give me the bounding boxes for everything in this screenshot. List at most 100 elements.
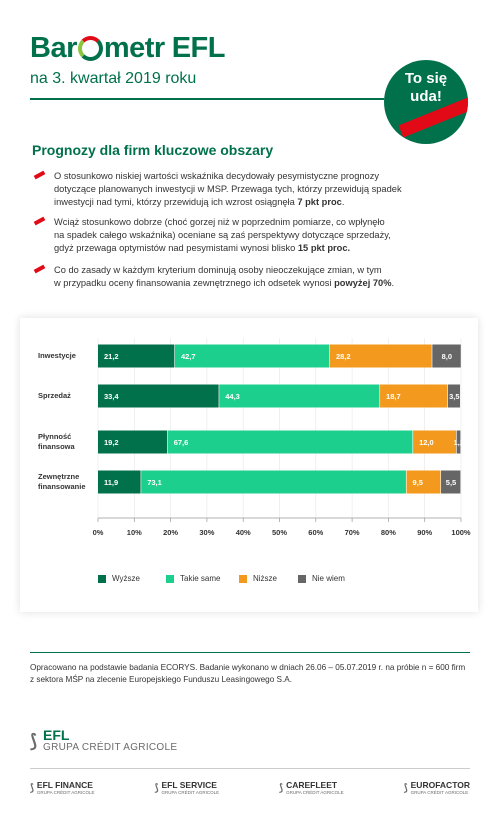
bar-value-label: 19,2 xyxy=(104,438,119,447)
bar-segment xyxy=(413,430,457,454)
bullet-text: O stosunkowo niskiej wartości wskaźnika … xyxy=(54,170,474,209)
bullet-text: Co do zasady w każdym kryterium dominują… xyxy=(54,264,474,290)
bullet-item: Wciąż stosunkowo dobrze (choć gorzej niż… xyxy=(33,216,474,255)
bar-segment xyxy=(329,344,432,368)
legend-item: Nie wiem xyxy=(298,574,345,583)
x-tick-label: 90% xyxy=(417,528,432,537)
legend-swatch xyxy=(166,574,174,583)
legend-label: Takie same xyxy=(180,574,221,583)
category-label: Inwestycje xyxy=(38,351,76,361)
bullet-line: gdyż przewaga optymistów nad pesymistami… xyxy=(54,243,298,253)
bar-segment xyxy=(174,344,330,368)
bar-segment xyxy=(406,470,441,494)
x-tick-label: 60% xyxy=(308,528,323,537)
legend-item: Wyższe xyxy=(98,574,140,583)
logo-text-bar: Bar xyxy=(30,32,77,64)
section-title: Prognozy dla firm kluczowe obszary xyxy=(32,142,274,158)
credit-agricole-icon: ⟆ xyxy=(30,783,34,794)
legend-swatch xyxy=(239,574,247,583)
bullet-line-end: . xyxy=(391,278,395,288)
bar-segment xyxy=(380,384,448,408)
bullet-item: Co do zasady w każdym kryterium dominują… xyxy=(33,264,474,290)
bar-value-label: 18,7 xyxy=(386,392,401,401)
bar-value-label: 9,5 xyxy=(413,478,423,487)
x-tick-label: 70% xyxy=(345,528,360,537)
bullet-line-end: . xyxy=(341,197,345,207)
bar-value-label: 33,4 xyxy=(104,392,119,401)
bar-value-label: 28,2 xyxy=(336,352,351,361)
x-tick-label: 0% xyxy=(93,528,104,537)
header-divider xyxy=(30,98,384,100)
legend-item: Takie same xyxy=(166,574,220,583)
bullet-line: na spadek całego wskaźnika) oceniane są … xyxy=(54,230,391,240)
bullet-line: w przypadku oceny finansowania zewnętrzn… xyxy=(54,278,335,288)
category-label: Zewnętrzne finansowanie xyxy=(38,472,86,492)
bar-segment xyxy=(167,430,413,454)
badge-line-1: To się xyxy=(404,70,448,87)
x-tick-label: 80% xyxy=(381,528,396,537)
x-tick-label: 20% xyxy=(163,528,178,537)
brand-group: GRUPA CRÉDIT AGRICOLE xyxy=(43,742,178,753)
legend-swatch xyxy=(298,574,306,583)
sub-brand-row: ⟆ EFL FINANCE GRUPA CRÉDIT AGRICOLE ⟆ EFL SE… xyxy=(30,781,470,796)
credit-agricole-icon: ⟆ xyxy=(403,783,408,794)
logo-text-metr: metr xyxy=(103,32,165,64)
bar-segment xyxy=(456,430,461,454)
sub-brand-group: GRUPA CRÉDIT AGRICOLE xyxy=(410,790,469,795)
footer-note: Opracowano na podstawie badania ECORYS. … xyxy=(30,663,466,684)
category-label-line: Płynność xyxy=(38,432,72,441)
badge-line-2: uda! xyxy=(410,88,442,105)
legend-swatch xyxy=(98,574,106,583)
sub-brand-group: GRUPA CRÉDIT AGRICOLE xyxy=(161,790,220,795)
bar-segment xyxy=(447,384,461,408)
legend-label: Niższe xyxy=(253,574,278,583)
bar-value-label: 73,1 xyxy=(147,478,162,487)
sub-brand-logo: ⟆ EFL FINANCE GRUPA CRÉDIT AGRICOLE xyxy=(30,781,95,796)
efl-group-logo: ⟆ EFL GRUPA CRÉDIT AGRICOLE xyxy=(30,728,177,754)
category-label-line: Sprzedaż xyxy=(38,391,71,400)
bar-segment xyxy=(141,470,406,494)
sub-brand-name: EUROFACTOR xyxy=(410,780,470,790)
sub-brand-logo: ⟆ EFL SERVICE GRUPA CRÉDIT AGRICOLE xyxy=(155,781,220,796)
credit-agricole-icon: ⟆ xyxy=(30,730,38,751)
bar-value-label: 42,7 xyxy=(181,352,196,361)
category-label-line: finansowanie xyxy=(38,482,86,491)
category-label-line: finansowa xyxy=(38,442,75,451)
sub-brand-group: GRUPA CRÉDIT AGRICOLE xyxy=(36,790,95,795)
category-label: Płynność finansowa xyxy=(38,432,75,452)
bar-segment xyxy=(219,384,380,408)
bar-segment xyxy=(98,470,141,494)
barometr-logo: Bar metr EFL xyxy=(30,32,226,65)
bullet-line: O stosunkowo niskiej wartości wskaźnika … xyxy=(54,171,380,181)
x-tick-label: 10% xyxy=(127,528,142,537)
sub-brand-logo: ⟆ CAREFLEET GRUPA CRÉDIT AGRICOLE xyxy=(279,781,344,796)
bullet-emphasis: 15 pkt proc. xyxy=(297,243,351,253)
bar-segment xyxy=(441,470,461,494)
category-label-line: Inwestycje xyxy=(38,351,76,360)
bar-value-label: 67,6 xyxy=(174,438,189,447)
sub-brand-name: EFL FINANCE xyxy=(36,780,93,790)
bar-value-label: 5,5 xyxy=(446,478,456,487)
category-label-line: Zewnętrzne xyxy=(38,472,80,481)
credit-agricole-icon: ⟆ xyxy=(154,783,159,794)
legend-label: Wyższe xyxy=(112,574,140,583)
logo-text-efl: EFL xyxy=(171,32,226,64)
x-tick-label: 100% xyxy=(451,528,471,537)
bullet-line: dotyczące planowanych inwestycji w MSP. … xyxy=(54,184,402,194)
bullet-line: Wciąż stosunkowo dobrze (choć gorzej niż… xyxy=(54,217,385,227)
bar-value-label: 44,3 xyxy=(225,392,240,401)
bar-value-label: 11,9 xyxy=(104,478,118,487)
bar-value-label: 8,0 xyxy=(442,352,452,361)
bullet-emphasis: powyżej 70% xyxy=(334,278,392,288)
credit-agricole-icon: ⟆ xyxy=(279,783,284,794)
bullet-line: Co do zasady w każdym kryterium dominują… xyxy=(54,265,382,275)
bar-value-label: 1,2 xyxy=(454,438,464,447)
bar-segment xyxy=(98,344,175,368)
sub-brand-group: GRUPA CRÉDIT AGRICOLE xyxy=(286,790,344,795)
bar-value-label: 21,2 xyxy=(104,352,119,361)
sub-brand-logo: ⟆ EUROFACTOR GRUPA CRÉDIT AGRICOLE xyxy=(404,781,470,796)
bar-value-label: 3,5 xyxy=(449,392,459,401)
bullet-item: O stosunkowo niskiej wartości wskaźnika … xyxy=(33,170,474,209)
bar-value-label: 12,0 xyxy=(419,438,434,447)
